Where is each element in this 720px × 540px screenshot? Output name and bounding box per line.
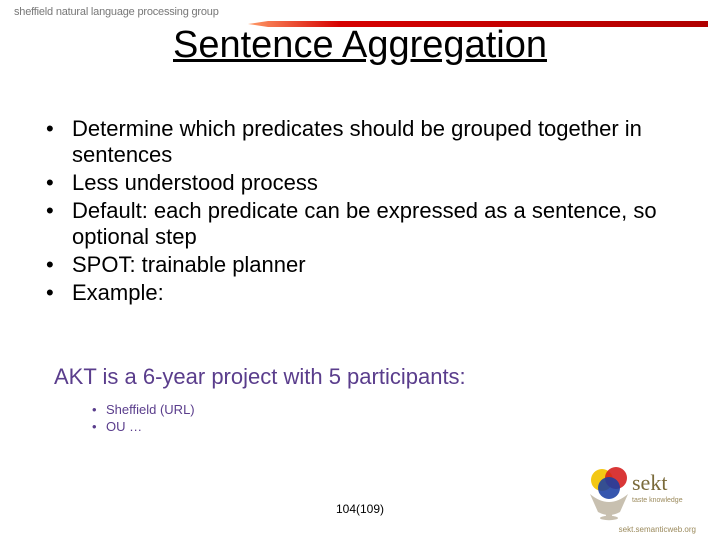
logo-tagline: taste knowledge	[632, 497, 683, 504]
bullet-item: Example:	[46, 280, 674, 306]
slide-title: Sentence Aggregation	[0, 24, 720, 67]
bullet-item: Less understood process	[46, 170, 674, 196]
logo-word: sekt	[632, 470, 667, 495]
bullet-item: SPOT: trainable planner	[46, 252, 674, 278]
slide: sheffield natural language processing gr…	[0, 0, 720, 540]
sub-bullet-item: Sheffield (URL)	[92, 402, 195, 417]
bullet-item: Determine which predicates should be gro…	[46, 116, 674, 168]
bullet-item: Default: each predicate can be expressed…	[46, 198, 674, 250]
example-sub-bullets: Sheffield (URL) OU …	[92, 402, 195, 436]
header-red-bar	[248, 14, 708, 20]
main-bullets: Determine which predicates should be gro…	[46, 116, 674, 308]
sub-bullet-item: OU …	[92, 419, 195, 434]
header-group-text: sheffield natural language processing gr…	[14, 6, 219, 18]
logo-url: sekt.semanticweb.org	[619, 525, 696, 534]
sekt-logo: sekt taste knowledge	[576, 462, 696, 522]
example-headline: AKT is a 6-year project with 5 participa…	[54, 364, 466, 390]
